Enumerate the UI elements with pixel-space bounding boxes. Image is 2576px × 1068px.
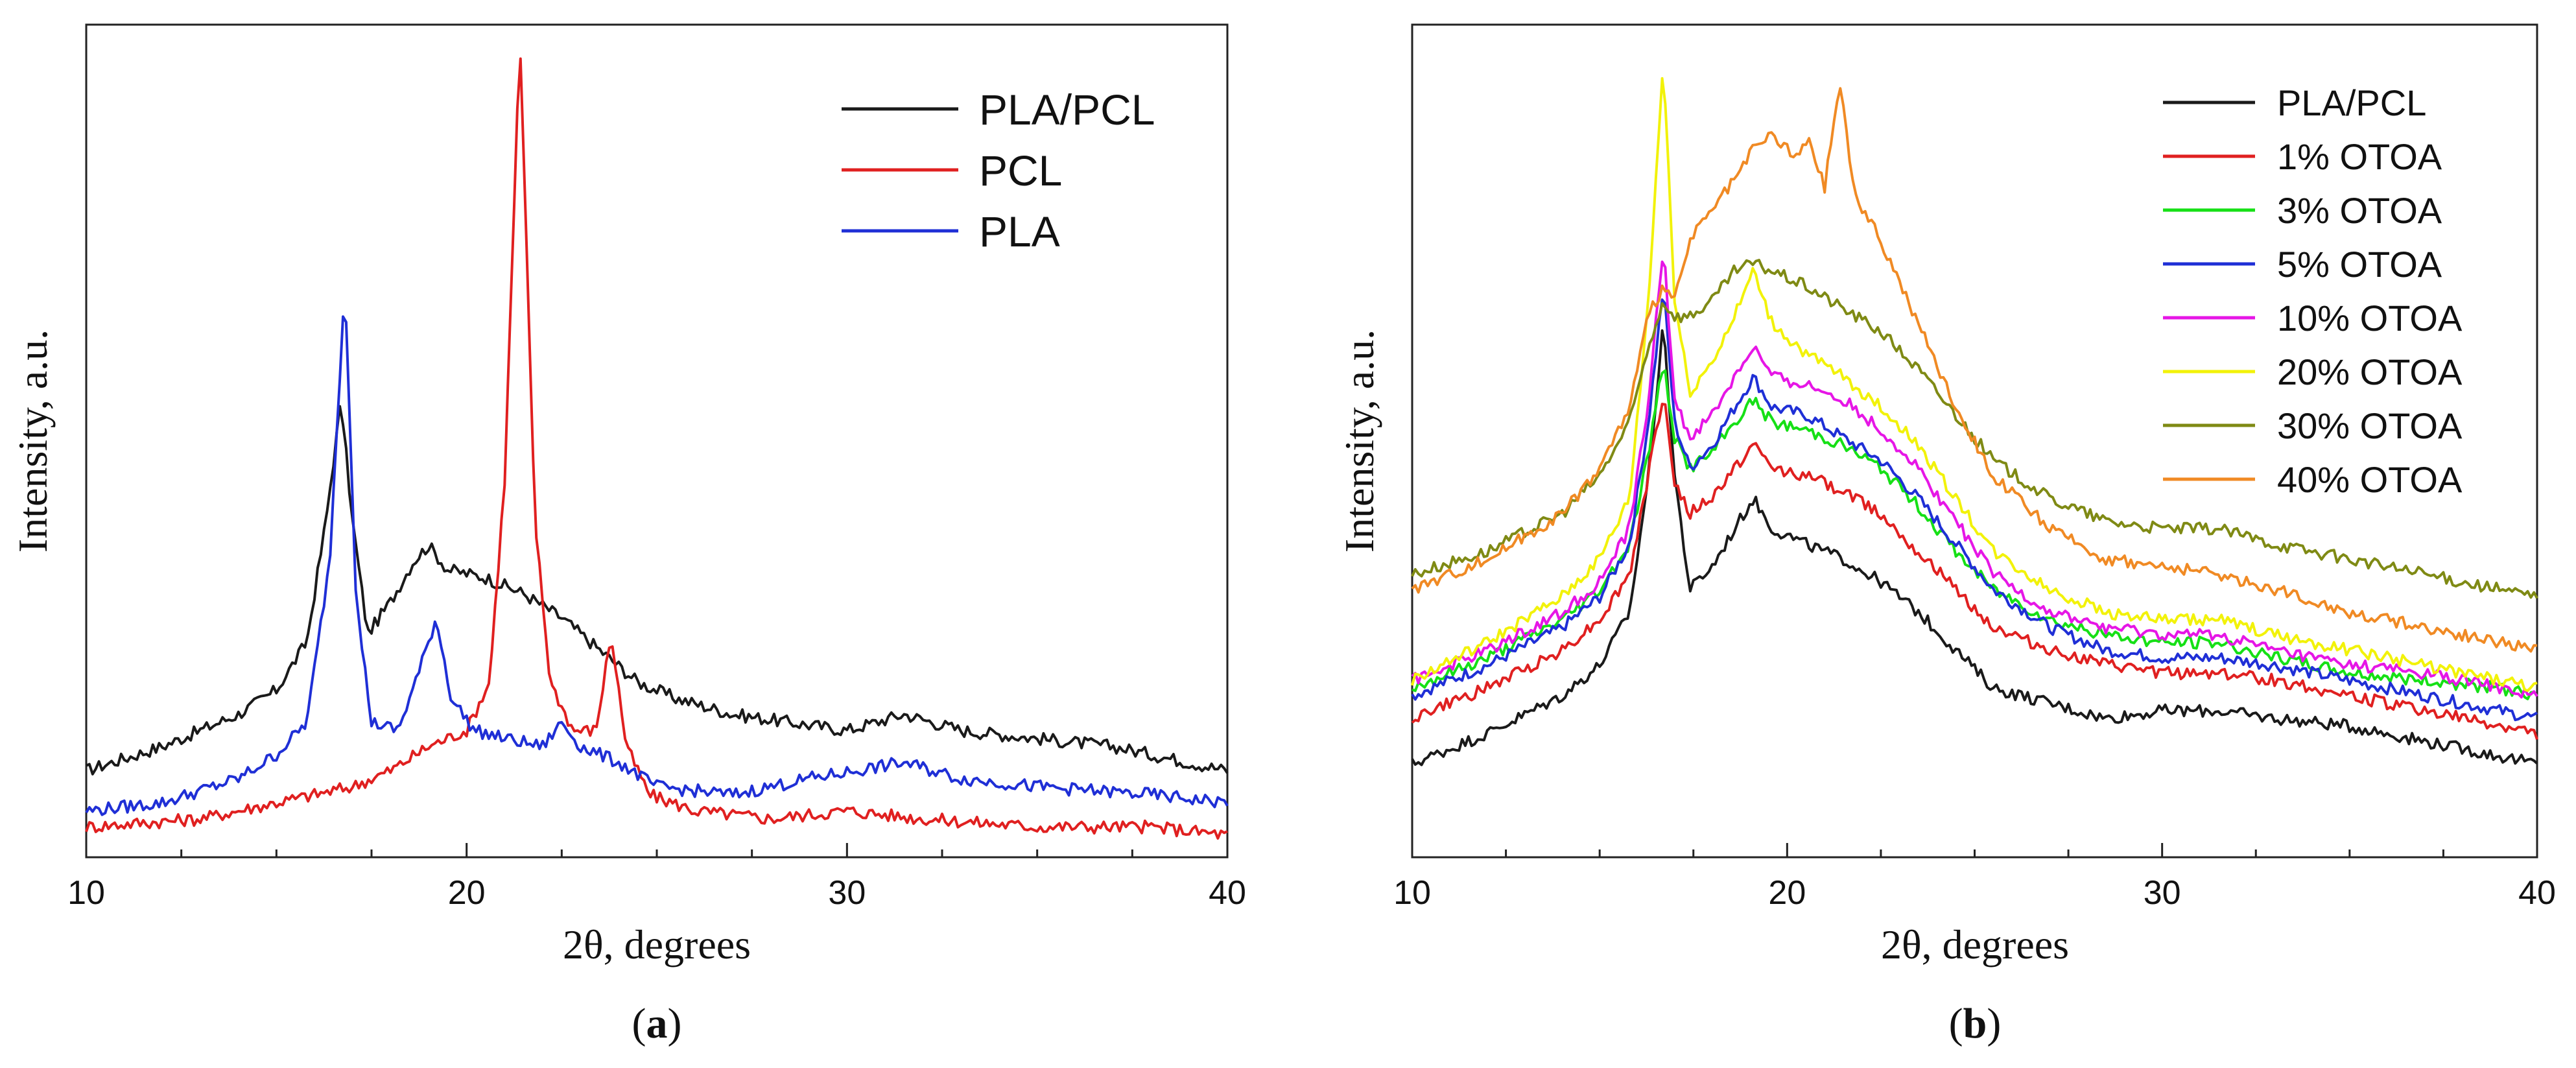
legend-label-20-otoa: 20% OTOA <box>2277 351 2463 392</box>
legend-label-10-otoa: 10% OTOA <box>2277 298 2463 338</box>
x-tick-label: 20 <box>1768 874 1806 912</box>
y-axis-label-a: Intensity, a.u. <box>10 329 56 552</box>
panel-b: 10 20 30 40 PLA/PCL 1% OTOA 3% OTOA 5% OTOA 10%… <box>1336 23 2556 1047</box>
legend-label-5-otoa: 5% OTOA <box>2277 244 2442 285</box>
legend-label-pla: PLA <box>979 208 1060 255</box>
legend-label-1-otoa: 1% OTOA <box>2277 136 2442 177</box>
series-line-b-pla-pcl <box>1411 329 2538 766</box>
y-axis-label-b: Intensity, a.u. <box>1336 329 1382 552</box>
legend-label-3-otoa: 3% OTOA <box>2277 190 2442 231</box>
x-axis-label-b: 2θ, degrees <box>1881 921 2069 967</box>
series-layer-a <box>85 57 1229 840</box>
ticks-layer-a: 10 20 30 40 <box>67 843 1246 912</box>
panel-a: 10 20 30 40 PLA/PCL PCL PLA 2θ, degrees Inten… <box>10 23 1246 1047</box>
legend-label-40-otoa: 40% OTOA <box>2277 459 2463 500</box>
x-tick-label: 30 <box>2144 874 2181 912</box>
series-layer-b <box>1411 77 2538 766</box>
legend-a: PLA/PCL PCL PLA <box>842 86 1155 255</box>
series-line-b-1-otoa <box>1411 403 2538 741</box>
x-tick-label: 40 <box>2518 874 2556 912</box>
x-tick-label: 40 <box>1209 874 1246 912</box>
legend-b: PLA/PCL 1% OTOA 3% OTOA 5% OTOA 10% OTOA 20% … <box>2163 82 2463 500</box>
x-tick-label: 30 <box>828 874 866 912</box>
x-tick-label: 10 <box>67 874 105 912</box>
legend-label-pla-pcl: PLA/PCL <box>2277 82 2426 123</box>
ticks-layer-b: 10 20 30 40 <box>1393 843 2556 912</box>
panel-label-b: b <box>1963 1000 1987 1047</box>
series-line-b-10-otoa <box>1411 260 2538 699</box>
series-line-a-pcl <box>85 57 1228 840</box>
panel-caption-a: (a) <box>632 1000 682 1047</box>
legend-label-30-otoa: 30% OTOA <box>2277 405 2463 446</box>
series-line-b-40-otoa <box>1411 87 2538 653</box>
series-line-a-pla <box>85 315 1229 816</box>
x-axis-label-a: 2θ, degrees <box>563 921 751 967</box>
legend-label-pla-pcl: PLA/PCL <box>979 86 1155 134</box>
x-tick-label: 10 <box>1393 874 1431 912</box>
series-line-a-pla-pcl <box>86 405 1229 776</box>
x-tick-label: 20 <box>448 874 486 912</box>
series-line-b-20-otoa <box>1411 77 2538 693</box>
panel-caption-b: (b) <box>1949 1000 2002 1047</box>
series-line-b-5-otoa <box>1411 298 2538 722</box>
panel-label-a: a <box>646 1000 668 1047</box>
legend-label-pcl: PCL <box>979 147 1062 195</box>
